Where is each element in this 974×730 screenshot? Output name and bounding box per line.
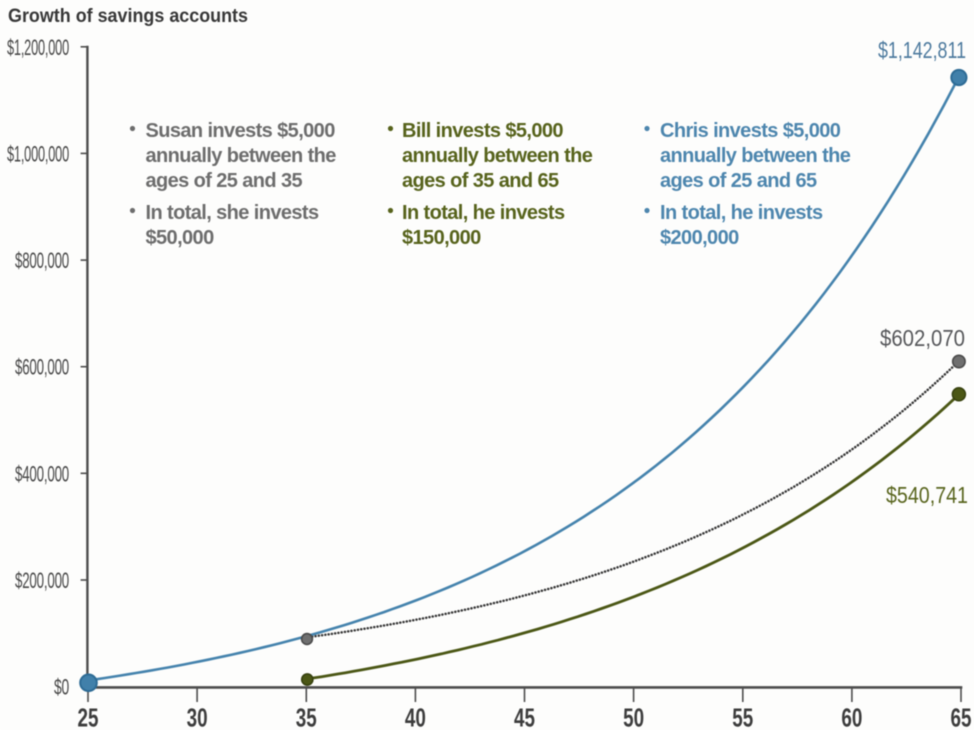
- svg-text:$50,000: $50,000: [146, 227, 215, 249]
- svg-text:60: 60: [841, 703, 862, 730]
- svg-text:40: 40: [405, 703, 426, 730]
- svg-text:$800,000: $800,000: [15, 248, 69, 273]
- svg-text:annually between the: annually between the: [660, 145, 851, 167]
- svg-text:65: 65: [951, 703, 972, 730]
- svg-text:Susan invests $5,000: Susan invests $5,000: [146, 120, 336, 142]
- svg-text:$600,000: $600,000: [15, 355, 69, 380]
- svg-text:55: 55: [732, 703, 753, 730]
- svg-text:45: 45: [514, 703, 535, 730]
- svg-text:Bill invests $5,000: Bill invests $5,000: [402, 120, 563, 142]
- svg-text:annually between the: annually between the: [402, 145, 593, 167]
- svg-text:Chris invests $5,000: Chris invests $5,000: [660, 120, 841, 142]
- svg-text:25: 25: [78, 703, 99, 730]
- svg-text:ages of 25 and 35: ages of 25 and 35: [146, 170, 303, 192]
- svg-text:$1,000,000: $1,000,000: [7, 141, 69, 166]
- svg-text:In total, he invests: In total, he invests: [402, 202, 565, 224]
- svg-text:$1,200,000: $1,200,000: [7, 35, 69, 60]
- svg-text:$1,142,811: $1,142,811: [878, 37, 966, 63]
- svg-text:30: 30: [187, 703, 208, 730]
- svg-text:$150,000: $150,000: [402, 227, 481, 249]
- svg-text:annually between the: annually between the: [146, 145, 337, 167]
- svg-text:$200,000: $200,000: [660, 227, 739, 249]
- svg-text:50: 50: [623, 703, 644, 730]
- svg-text:35: 35: [296, 703, 317, 730]
- svg-text:$200,000: $200,000: [15, 568, 69, 593]
- svg-text:$602,070: $602,070: [880, 325, 965, 351]
- svg-text:In total, she invests: In total, she invests: [146, 202, 319, 224]
- svg-text:$540,741: $540,741: [886, 482, 968, 508]
- svg-text:ages of 35 and 65: ages of 35 and 65: [402, 170, 559, 192]
- svg-text:Growth of savings accounts: Growth of savings accounts: [8, 6, 248, 27]
- svg-text:In total, he invests: In total, he invests: [660, 202, 823, 224]
- svg-text:ages of 25 and 65: ages of 25 and 65: [660, 170, 817, 192]
- svg-text:$400,000: $400,000: [15, 461, 69, 486]
- svg-text:$0: $0: [54, 675, 69, 700]
